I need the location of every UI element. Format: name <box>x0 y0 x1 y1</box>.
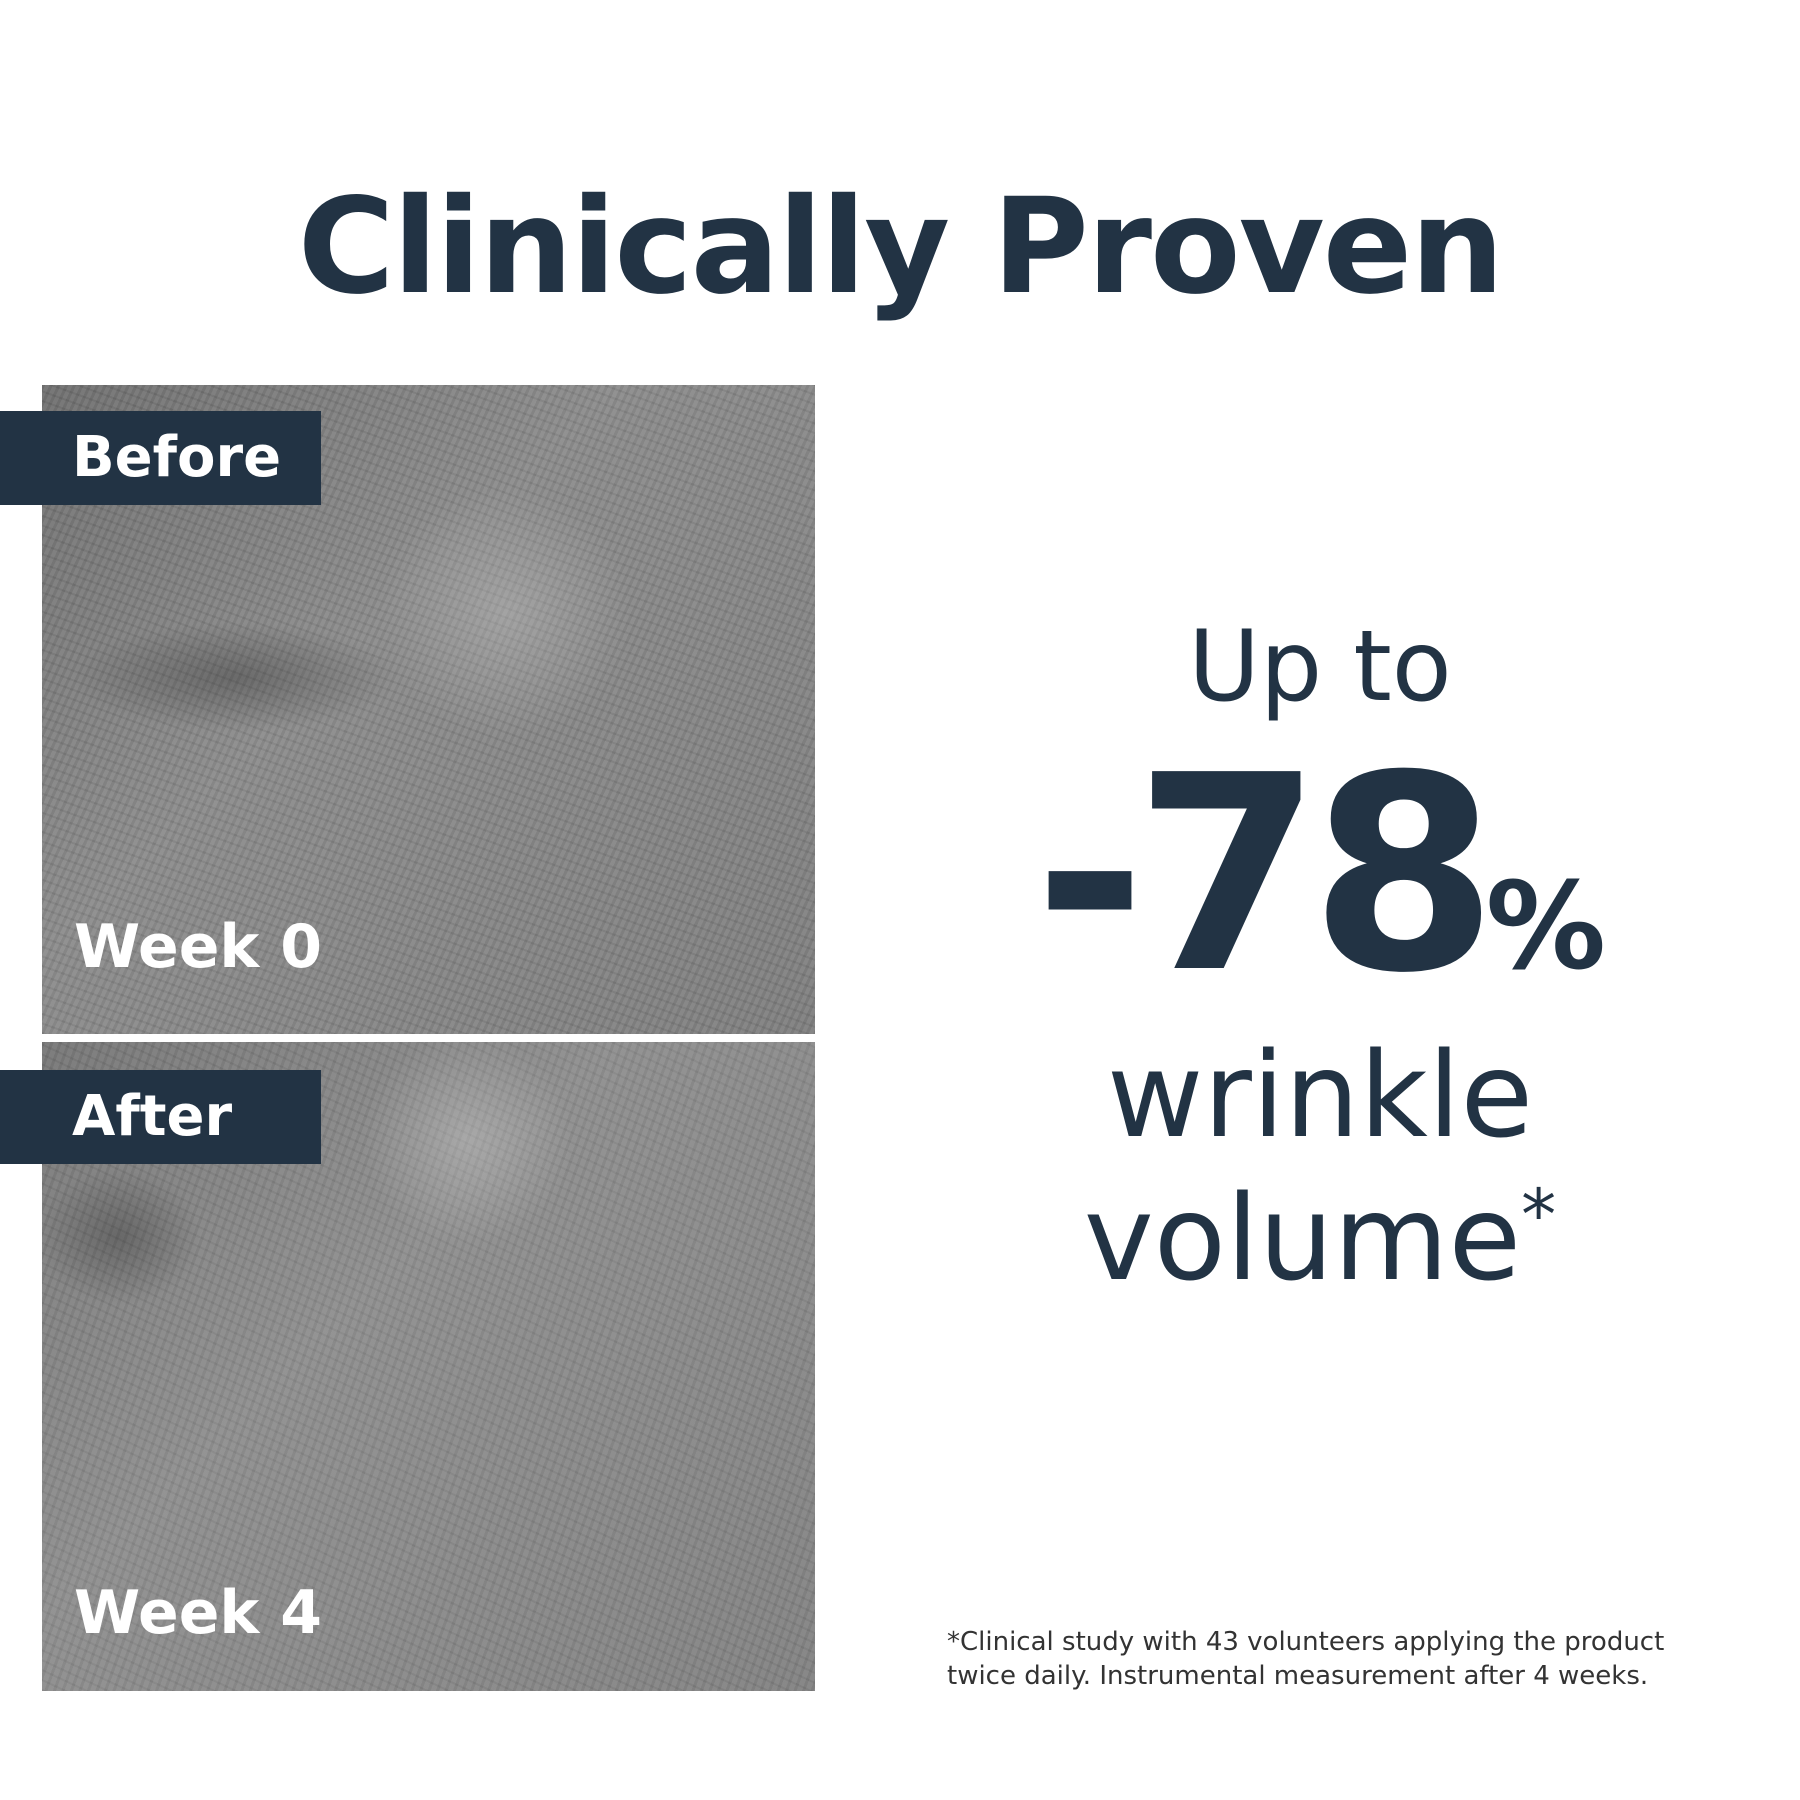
claim-unit: % <box>1485 858 1607 997</box>
claim-line2-text: volume <box>1083 1169 1522 1307</box>
footnote-line2: twice daily. Instrumental measurement af… <box>947 1661 1649 1691</box>
claim-asterisk: * <box>1521 1174 1557 1256</box>
after-label: After <box>0 1070 321 1164</box>
claim-number: -78 <box>1033 717 1498 1032</box>
claim-value: -78% <box>1000 740 1640 1063</box>
before-label: Before <box>0 411 321 505</box>
claim-prefix: Up to <box>1188 610 1452 724</box>
after-week-label: Week 4 <box>74 1578 322 1648</box>
page-title: Clinically Proven <box>297 170 1504 324</box>
footnote-line1: *Clinical study with 43 volunteers apply… <box>947 1627 1665 1657</box>
footnote: *Clinical study with 43 volunteers apply… <box>947 1625 1664 1693</box>
claim-line2: volume* <box>1000 1150 1640 1303</box>
before-week-label: Week 0 <box>74 912 322 982</box>
claim-line1: wrinkle <box>1106 1026 1534 1164</box>
